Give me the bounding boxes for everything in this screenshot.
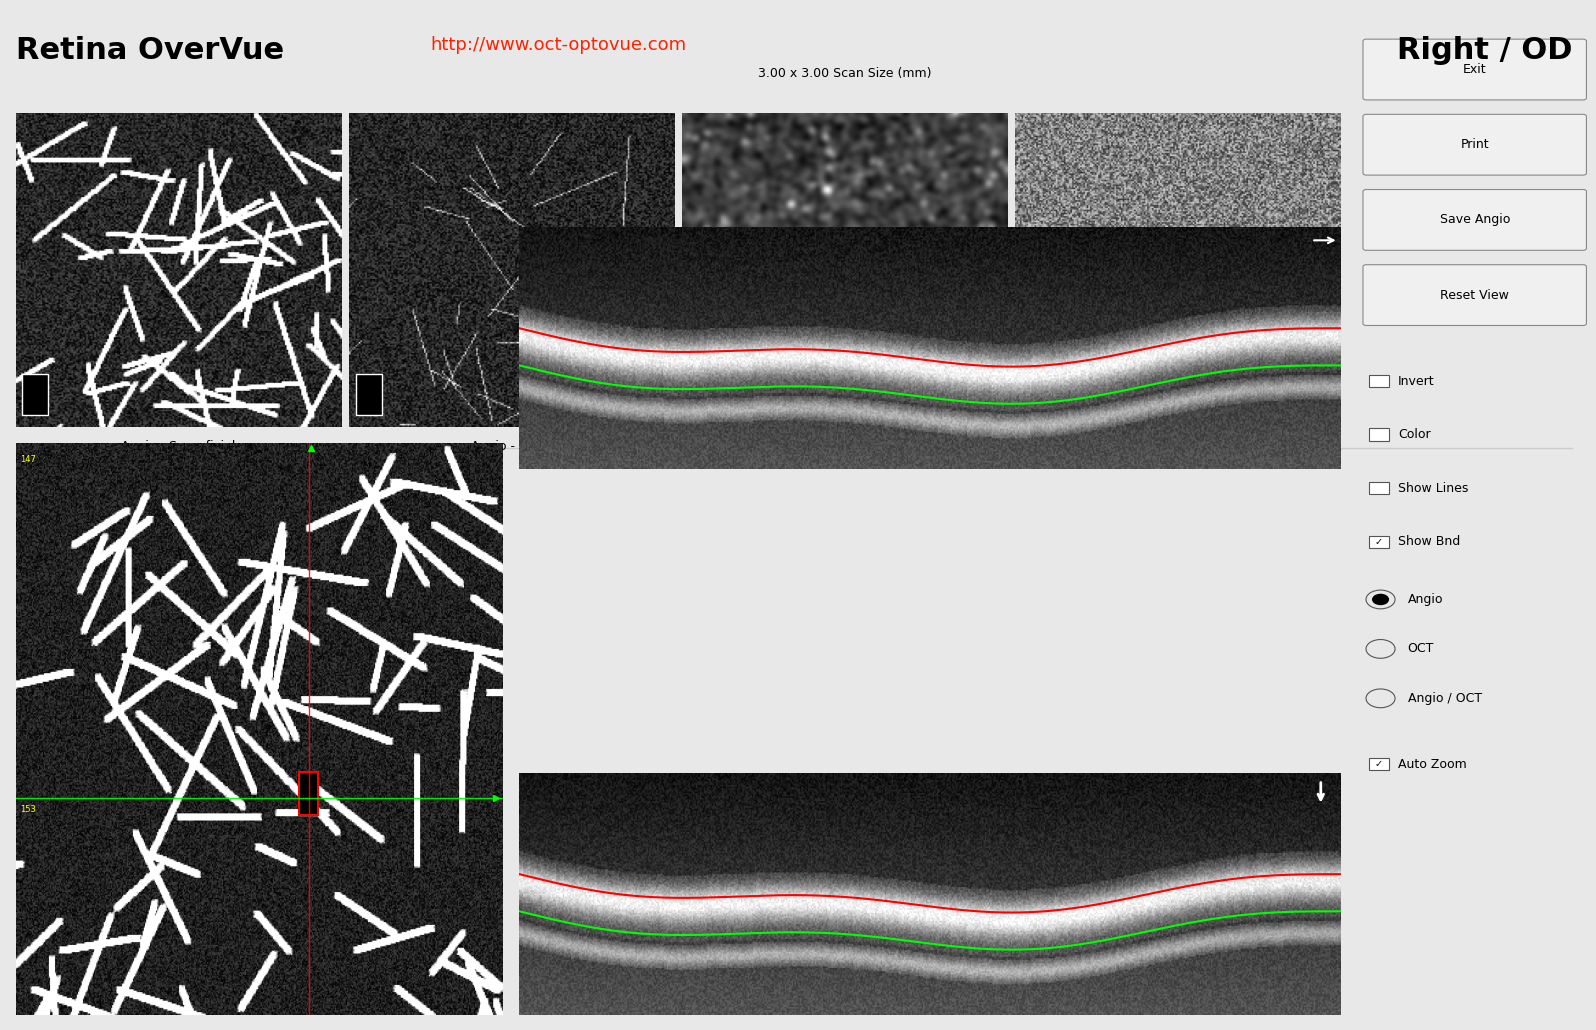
Bar <box>1369 482 1389 494</box>
Text: Angio: Angio <box>1408 593 1443 606</box>
Bar <box>1369 375 1389 387</box>
Bar <box>356 374 381 415</box>
FancyBboxPatch shape <box>1363 190 1586 250</box>
FancyBboxPatch shape <box>1363 265 1586 325</box>
Text: ✓: ✓ <box>1374 759 1384 769</box>
Bar <box>1369 758 1389 770</box>
Text: Print: Print <box>1460 138 1489 151</box>
Bar <box>689 374 715 415</box>
FancyBboxPatch shape <box>1363 114 1586 175</box>
Text: Angio / OCT: Angio / OCT <box>1408 692 1481 705</box>
Text: Auto Zoom: Auto Zoom <box>1398 758 1467 770</box>
Text: Reset View: Reset View <box>1440 288 1510 302</box>
Text: ✓: ✓ <box>1374 537 1384 547</box>
Text: Angio - Superficial: Angio - Superficial <box>121 440 236 453</box>
FancyBboxPatch shape <box>1363 39 1586 100</box>
Text: OCT: OCT <box>1408 643 1435 655</box>
Text: Angio - Outer Retina: Angio - Outer Retina <box>780 440 908 453</box>
Text: 153: 153 <box>21 805 37 814</box>
Circle shape <box>1373 594 1389 605</box>
Text: Angio - Deep: Angio - Deep <box>471 440 552 453</box>
Text: Show Bnd: Show Bnd <box>1398 536 1460 548</box>
Text: Color: Color <box>1398 428 1430 441</box>
Text: Invert: Invert <box>1398 375 1435 387</box>
Bar <box>22 374 48 415</box>
Text: http://www.oct-optovue.com: http://www.oct-optovue.com <box>431 36 686 54</box>
Bar <box>298 772 318 815</box>
Text: Retina OverVue: Retina OverVue <box>16 36 284 65</box>
Text: 3.00 x 3.00 Scan Size (mm): 3.00 x 3.00 Scan Size (mm) <box>758 67 932 80</box>
Bar <box>1021 374 1049 415</box>
Text: Exit: Exit <box>1464 63 1486 76</box>
Text: Right / OD: Right / OD <box>1396 36 1572 65</box>
Bar <box>1369 536 1389 548</box>
Text: 147: 147 <box>21 455 37 465</box>
Bar <box>1369 428 1389 441</box>
Text: Save Angio: Save Angio <box>1440 213 1510 227</box>
Text: Show Lines: Show Lines <box>1398 482 1468 494</box>
Text: Angio - Choroid Capillary: Angio - Choroid Capillary <box>1100 440 1256 453</box>
